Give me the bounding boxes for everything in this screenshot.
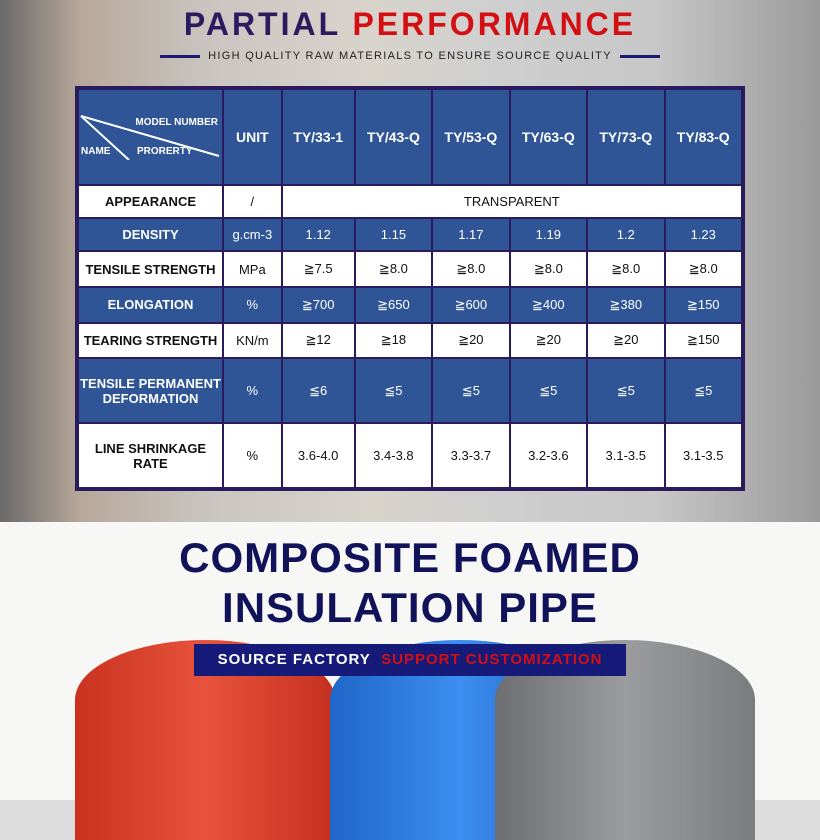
table-cell: LINE SHRINKAGE RATE: [79, 424, 222, 487]
table-header-row: MODEL NUMBER NAME PRORERTY UNIT TY/33-1 T…: [79, 90, 741, 185]
table-cell: ≦5: [665, 359, 741, 423]
table-cell: 1.12: [282, 218, 354, 251]
product-title: COMPOSITE FOAMED INSULATION PIPE: [179, 534, 641, 631]
tagline-badge: SOURCE FACTORY SUPPORT CUSTOMIZATION: [194, 644, 626, 676]
model-header: TY/43-Q: [355, 90, 432, 185]
table-cell: 1.15: [355, 218, 432, 251]
subtitle: HIGH QUALITY RAW MATERIALS TO ENSURE SOU…: [0, 50, 820, 62]
table-cell: 3.4-3.8: [355, 424, 432, 487]
table-cell: 1.19: [510, 218, 587, 251]
table-cell: KN/m: [224, 323, 281, 358]
table-row: ELONGATION% ≧700 ≧650 ≧600 ≧400 ≧380 ≧150: [79, 287, 741, 322]
table-cell: 3.3-3.7: [433, 424, 509, 487]
table-cell: g.cm-3: [224, 218, 281, 251]
table-cell: ≧150: [665, 287, 741, 322]
table-cell: ≧650: [355, 287, 432, 322]
table-cell: ≧18: [355, 323, 432, 358]
table-cell: ELONGATION: [79, 287, 222, 322]
table-cell: ≧8.0: [510, 252, 587, 286]
unit-header: UNIT: [224, 90, 281, 185]
table-cell: ≧150: [665, 323, 741, 358]
table-cell: %: [224, 287, 281, 322]
table-cell: TENSILE PERMANENT DEFORMATION: [79, 359, 222, 423]
model-header: TY/63-Q: [510, 90, 587, 185]
model-header: TY/83-Q: [665, 90, 741, 185]
table-cell: 3.1-3.5: [588, 424, 664, 487]
table-cell: 3.1-3.5: [665, 424, 741, 487]
model-header: TY/53-Q: [433, 90, 509, 185]
corner-cell: MODEL NUMBER NAME PRORERTY: [79, 90, 222, 185]
table-cell: ≧20: [510, 323, 587, 358]
table-cell: ≧8.0: [588, 252, 664, 286]
table-cell: 1.17: [433, 218, 509, 251]
table-cell: TEARING STRENGTH: [79, 323, 222, 358]
table-cell: ≧8.0: [665, 252, 741, 286]
table-cell: ≧8.0: [433, 252, 509, 286]
model-header: TY/33-1: [282, 90, 354, 185]
table-row: LINE SHRINKAGE RATE% 3.6-4.0 3.4-3.8 3.3-3.…: [79, 424, 741, 487]
table-cell: 3.2-3.6: [510, 424, 587, 487]
table-cell: ≦5: [588, 359, 664, 423]
table-row: TENSILE STRENGTH MPa ≧7.5 ≧8.0 ≧8.0 ≧8.0 ≧8.0 ≧…: [79, 252, 741, 286]
page-title: PARTIAL PERFORMANCE: [183, 6, 637, 42]
table-row: TENSILE PERMANENT DEFORMATION% ≦6 ≦5 ≦5 ≦5 ≦5…: [79, 359, 741, 423]
table-row: TEARING STRENGTH KN/m ≧12 ≧18 ≧20 ≧20 ≧20 ≧150: [79, 323, 741, 358]
table-cell: ≦6: [282, 359, 354, 423]
table-cell: MPa: [224, 252, 281, 286]
table-cell: ≧380: [588, 287, 664, 322]
table-cell: ≦5: [510, 359, 587, 423]
table-cell: ≧700: [282, 287, 354, 322]
table-cell: ≧8.0: [355, 252, 432, 286]
table-cell: 1.2: [588, 218, 664, 251]
table-row: APPEARANCE / TRANSPARENT: [79, 186, 741, 217]
table-cell: ≧400: [510, 287, 587, 322]
spec-table: MODEL NUMBER NAME PRORERTY UNIT TY/33-1 T…: [75, 86, 745, 491]
table-cell: %: [224, 359, 281, 423]
table-cell: %: [224, 424, 281, 487]
table-cell: DENSITY: [79, 218, 222, 251]
table-cell: TENSILE STRENGTH: [79, 252, 222, 286]
table-cell: 3.6-4.0: [282, 424, 354, 487]
table-row: DENSITY g.cm-3 1.12 1.15 1.17 1.19 1.2 1.23: [79, 218, 741, 251]
table-cell: ≧20: [433, 323, 509, 358]
table-cell: ≦5: [355, 359, 432, 423]
table-cell: ≧600: [433, 287, 509, 322]
model-header: TY/73-Q: [588, 90, 664, 185]
table-cell: ≧20: [588, 323, 664, 358]
table-cell: ≦5: [433, 359, 509, 423]
table-cell: 1.23: [665, 218, 741, 251]
table-cell: ≧7.5: [282, 252, 354, 286]
table-cell: ≧12: [282, 323, 354, 358]
